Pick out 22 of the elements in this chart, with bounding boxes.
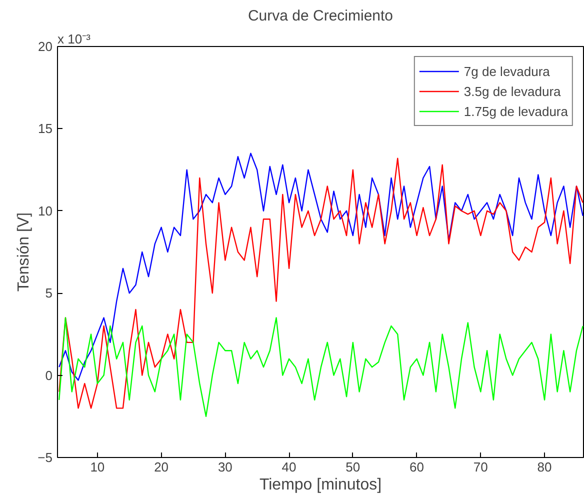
x-tick-label: 10: [90, 460, 105, 474]
legend-label: 7g de levadura: [464, 64, 550, 78]
legend-label: 1.75g de levadura: [464, 104, 568, 118]
chart-title: Curva de Crecimiento: [248, 8, 394, 24]
line-series: [58, 317, 584, 417]
x-tick-label: 40: [282, 460, 296, 474]
legend-label: 3.5g de levadura: [464, 84, 561, 98]
y-tick-label: 0: [45, 368, 53, 383]
x-tick-label: 80: [537, 460, 552, 474]
x-tick-label: 70: [473, 460, 488, 474]
y-tick-label: −5: [38, 450, 53, 465]
y-tick-label: 5: [45, 286, 53, 301]
y-tick-label: 10: [38, 203, 53, 218]
x-tick-label: 60: [410, 460, 424, 474]
x-tick-label: 20: [154, 460, 169, 474]
x-tick-label: 30: [218, 460, 232, 474]
y-tick-label: 20: [38, 39, 53, 54]
x-tick-label: 50: [346, 460, 360, 474]
y-tick-label: 15: [38, 121, 53, 136]
annotation: x 10⁻³: [58, 32, 92, 46]
y-axis-title: Tensión [V]: [16, 212, 33, 292]
x-axis-title: Tiempo [minutos]: [259, 476, 382, 494]
